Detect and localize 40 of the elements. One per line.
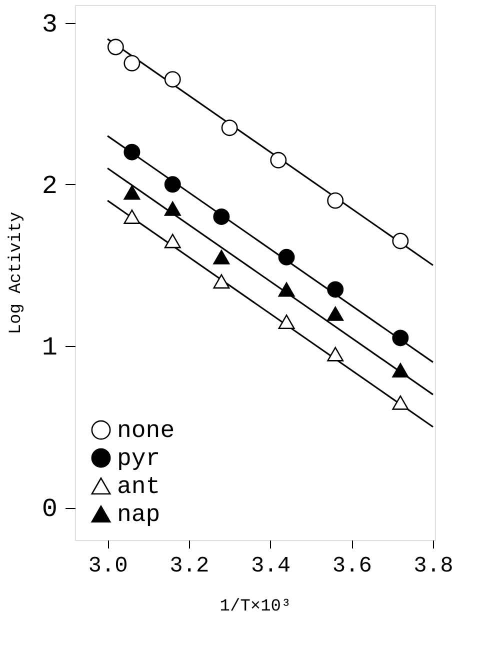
point [124, 144, 140, 160]
point [327, 192, 344, 209]
point [392, 330, 409, 346]
point [213, 274, 230, 289]
y-tick-label: 3 [42, 9, 58, 40]
point [392, 232, 409, 250]
x-tick-label: 3.2 [170, 554, 210, 578]
point [164, 201, 181, 216]
legend-label: nap [117, 502, 160, 529]
legend-label: ant [117, 474, 160, 501]
point [327, 306, 344, 321]
y-tick-label: 2 [42, 170, 58, 201]
x-tick-label: 3.0 [88, 554, 128, 578]
point [124, 210, 140, 224]
point [164, 176, 181, 193]
point [124, 54, 140, 72]
point [278, 314, 295, 330]
point [164, 234, 181, 248]
point [213, 250, 230, 264]
x-tick-label: 3.6 [332, 554, 372, 578]
y-axis-title: Log Activity [6, 212, 26, 334]
x-tick-label: 3.8 [414, 554, 454, 578]
legend-label: none [117, 418, 175, 445]
point [221, 120, 238, 136]
point [164, 71, 181, 88]
y-tick-label: 1 [42, 332, 58, 363]
point [278, 248, 295, 266]
y-tick-label: 0 [42, 494, 58, 524]
point [124, 185, 140, 200]
legend-label: pyr [117, 446, 160, 473]
point [327, 281, 344, 298]
point [327, 346, 344, 362]
x-tick-label: 3.4 [250, 554, 291, 578]
point [270, 152, 287, 168]
point [278, 282, 295, 297]
point [392, 363, 409, 378]
point [107, 38, 124, 56]
point [392, 395, 409, 410]
x-axis-title: 1/T×10³ [220, 598, 292, 616]
point [213, 208, 230, 225]
